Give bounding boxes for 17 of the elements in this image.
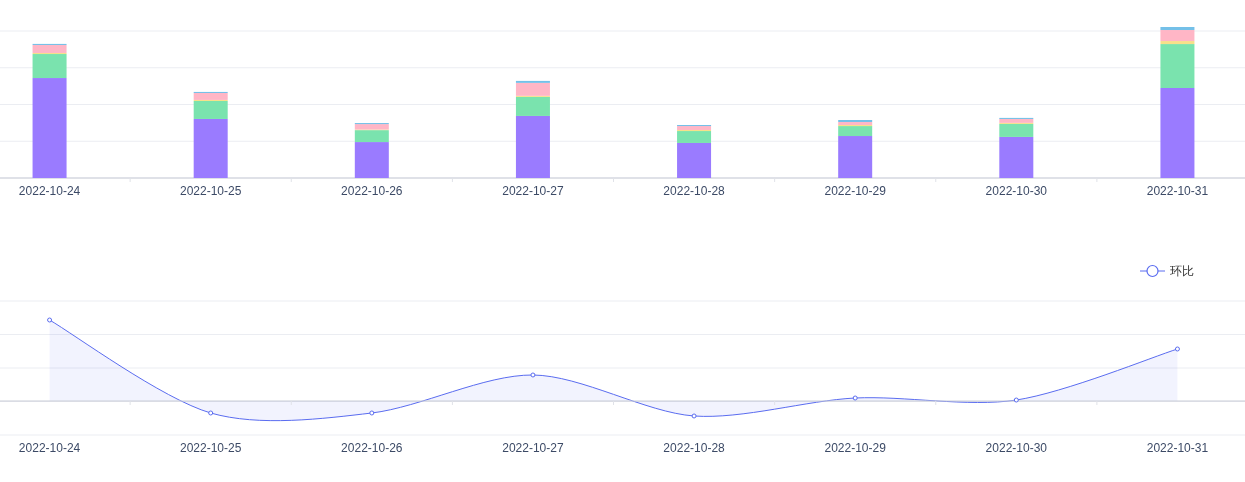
x-tick-label: 2022-10-26 [341,441,403,455]
x-tick-label: 2022-10-24 [18,441,81,455]
legend-label: 环比 [1170,264,1194,278]
x-tick-label: 2022-10-30 [985,441,1048,455]
x-tick-label: 2022-10-25 [179,441,242,455]
x-tick-label: 2022-10-25 [179,184,242,198]
x-tick-label: 2022-10-24 [18,184,81,198]
x-tick-label: 2022-10-28 [663,441,726,455]
x-tick-label: 2022-10-30 [985,184,1048,198]
x-tick-label: 2022-10-27 [502,184,564,198]
x-tick-label: 2022-10-31 [1146,441,1209,455]
x-tick-label: 2022-10-29 [824,184,887,198]
x-tick-label: 2022-10-29 [824,441,887,455]
x-tick-label: 2022-10-26 [341,184,403,198]
x-tick-label: 2022-10-31 [1146,184,1209,198]
x-tick-label: 2022-10-27 [502,441,564,455]
x-tick-label: 2022-10-28 [663,184,726,198]
